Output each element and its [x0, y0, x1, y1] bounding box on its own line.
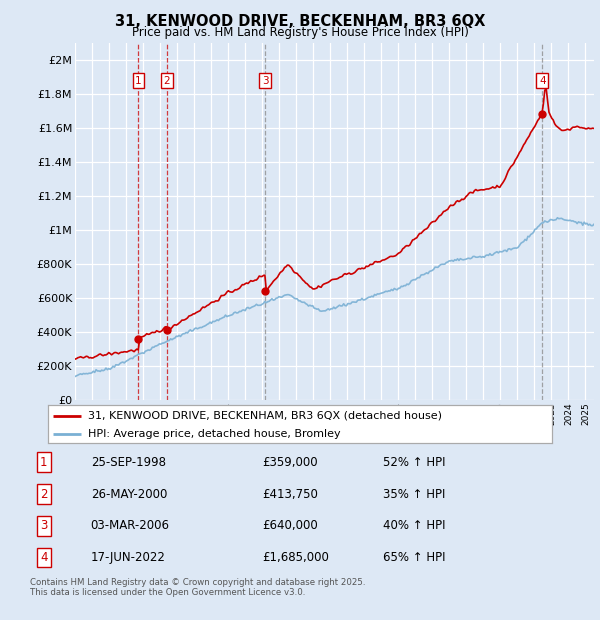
Text: 3: 3 [262, 76, 268, 86]
Text: 65% ↑ HPI: 65% ↑ HPI [383, 551, 446, 564]
Text: 3: 3 [40, 520, 47, 533]
Text: £359,000: £359,000 [262, 456, 317, 469]
Text: 40% ↑ HPI: 40% ↑ HPI [383, 520, 446, 533]
Text: £413,750: £413,750 [262, 487, 318, 500]
Text: £1,685,000: £1,685,000 [262, 551, 329, 564]
Text: 17-JUN-2022: 17-JUN-2022 [91, 551, 166, 564]
Text: 03-MAR-2006: 03-MAR-2006 [91, 520, 170, 533]
Text: £640,000: £640,000 [262, 520, 317, 533]
Text: 1: 1 [135, 76, 142, 86]
Text: 4: 4 [539, 76, 545, 86]
Text: Price paid vs. HM Land Registry's House Price Index (HPI): Price paid vs. HM Land Registry's House … [131, 26, 469, 39]
Text: 52% ↑ HPI: 52% ↑ HPI [383, 456, 446, 469]
Text: Contains HM Land Registry data © Crown copyright and database right 2025.
This d: Contains HM Land Registry data © Crown c… [30, 578, 365, 597]
Text: HPI: Average price, detached house, Bromley: HPI: Average price, detached house, Brom… [88, 428, 341, 439]
Text: 2: 2 [164, 76, 170, 86]
Text: 2: 2 [40, 487, 47, 500]
Text: 1: 1 [40, 456, 47, 469]
Text: 4: 4 [40, 551, 47, 564]
Text: 25-SEP-1998: 25-SEP-1998 [91, 456, 166, 469]
Text: 26-MAY-2000: 26-MAY-2000 [91, 487, 167, 500]
Text: 31, KENWOOD DRIVE, BECKENHAM, BR3 6QX: 31, KENWOOD DRIVE, BECKENHAM, BR3 6QX [115, 14, 485, 29]
Text: 31, KENWOOD DRIVE, BECKENHAM, BR3 6QX (detached house): 31, KENWOOD DRIVE, BECKENHAM, BR3 6QX (d… [88, 410, 442, 420]
Text: 35% ↑ HPI: 35% ↑ HPI [383, 487, 446, 500]
